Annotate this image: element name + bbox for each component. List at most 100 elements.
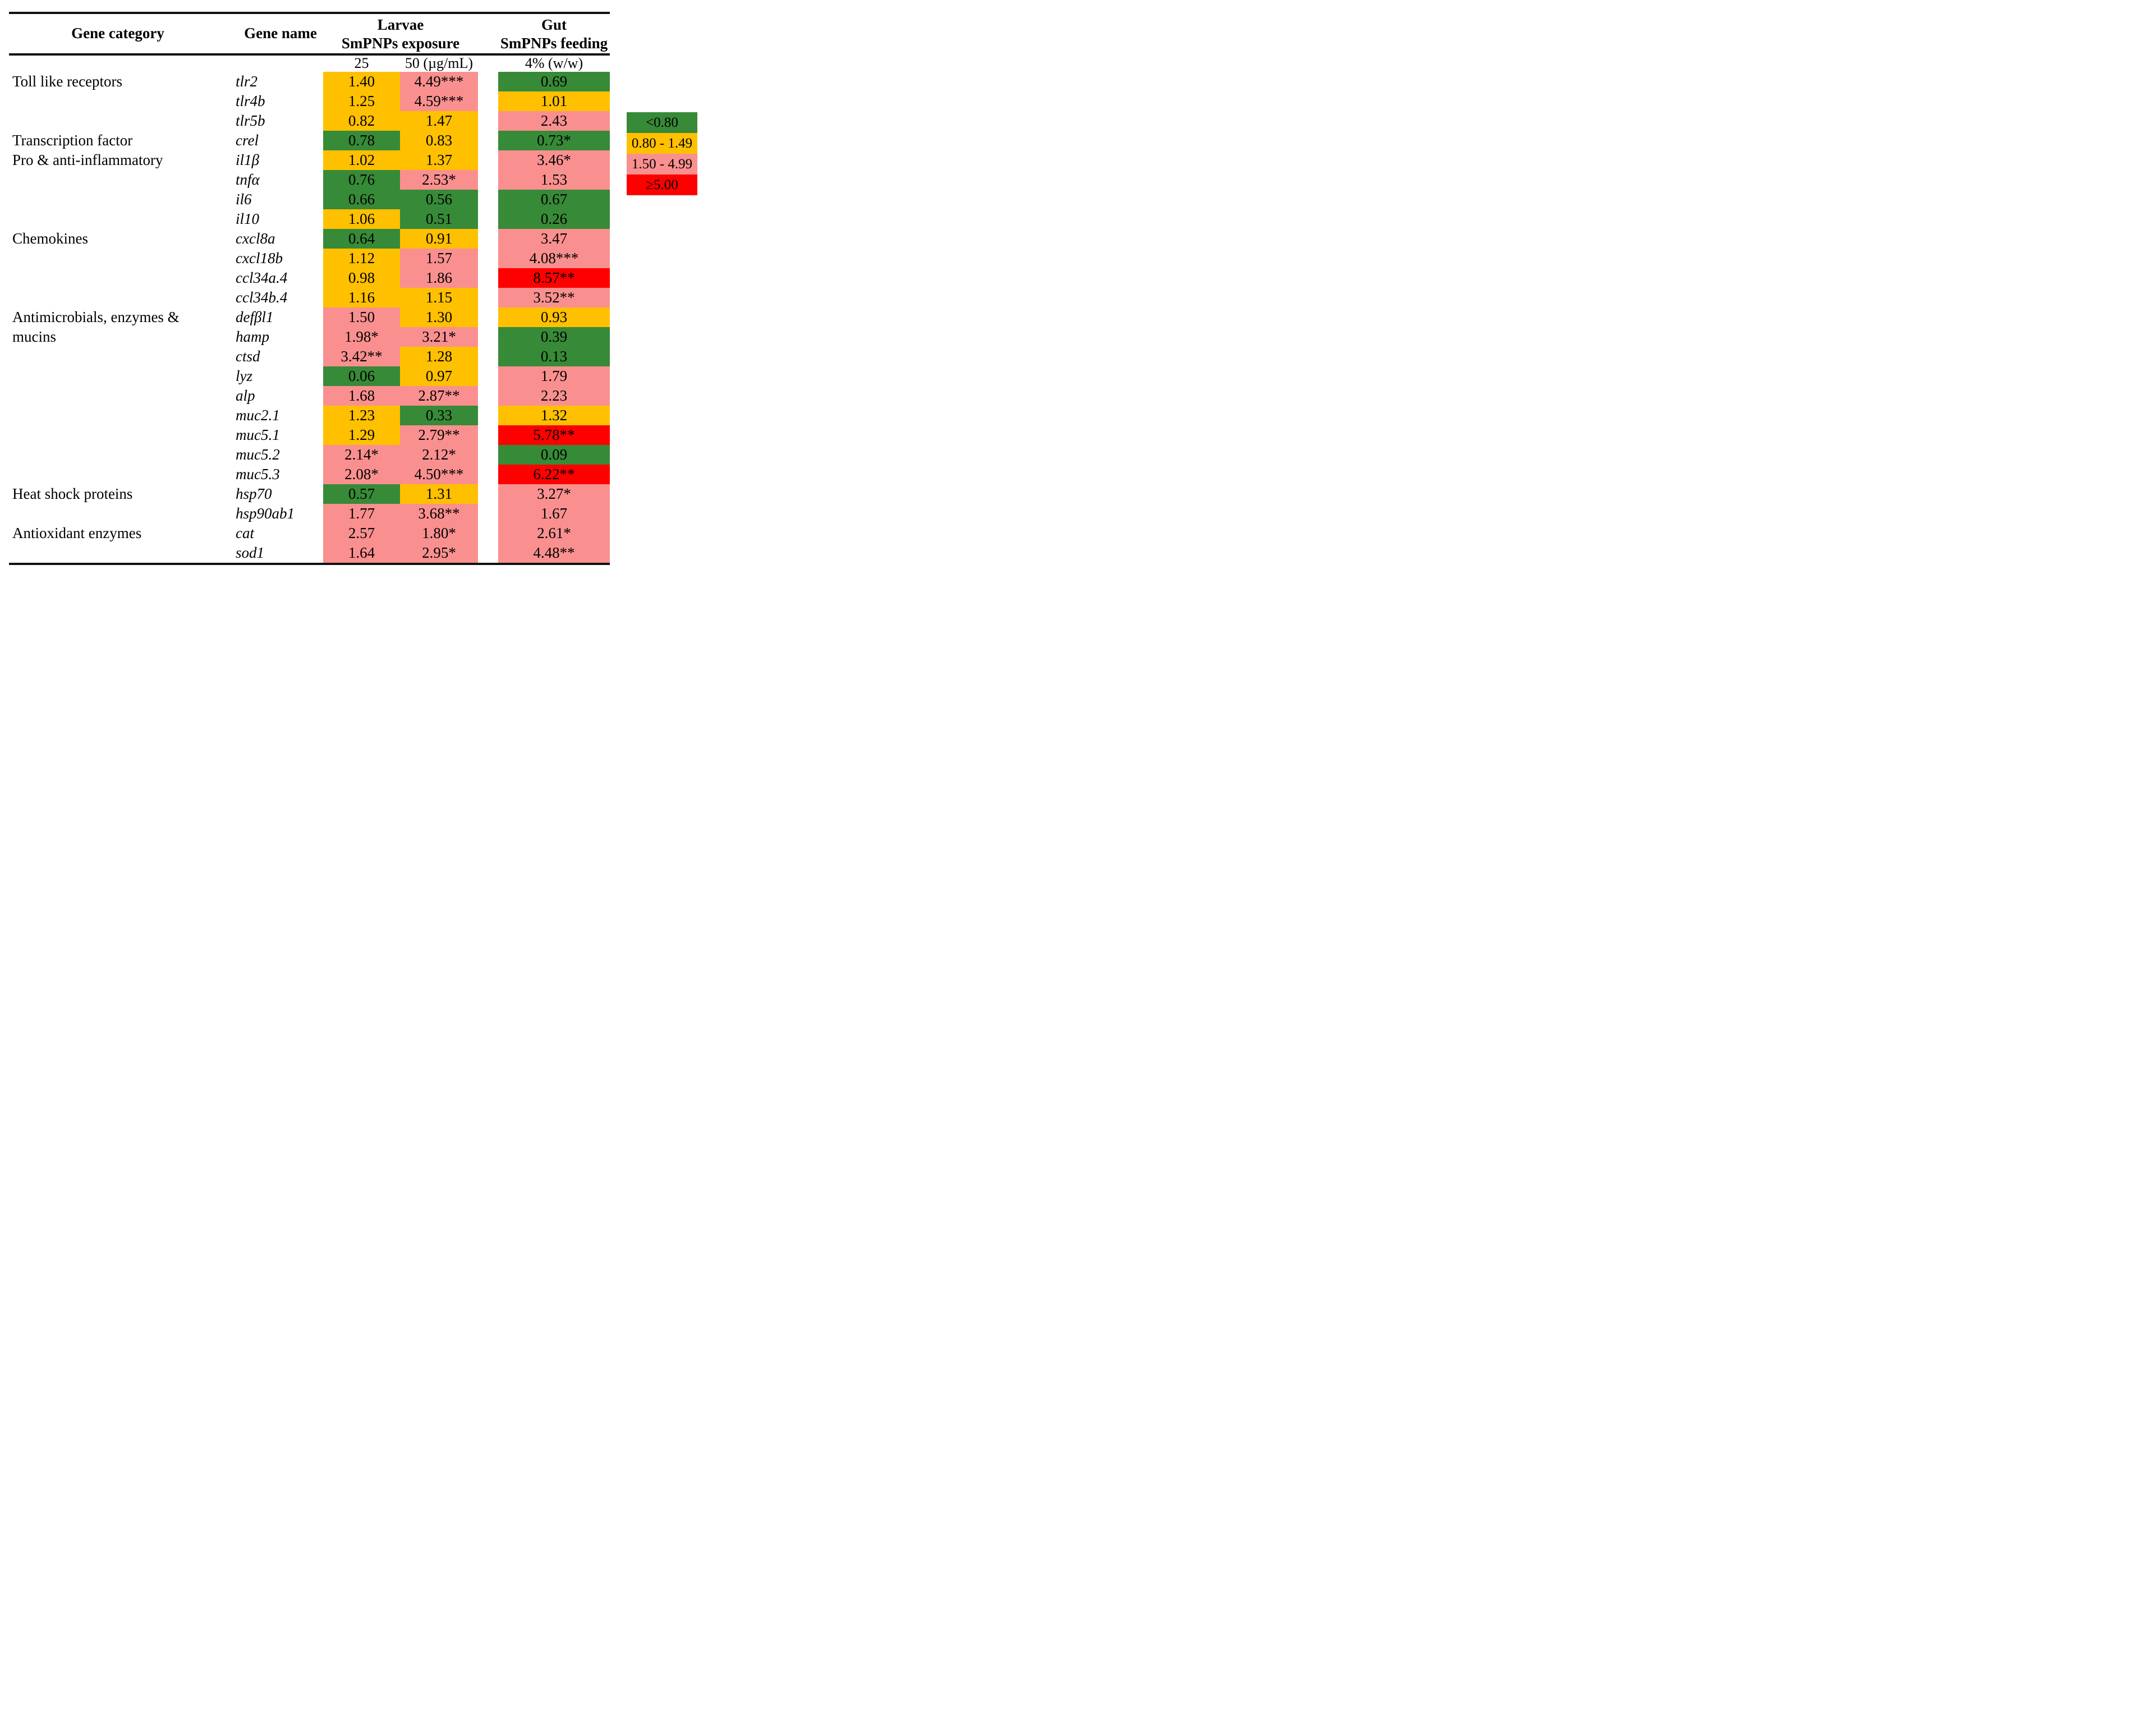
gene-name-cell: tlr4b — [236, 93, 265, 109]
header-gut-line2: SmPNPs feeding — [500, 34, 608, 52]
larvae-50-value-cell: 0.56 — [400, 190, 478, 209]
larvae-25-value-cell: 1.50 — [323, 307, 400, 327]
legend-item: 1.50 - 4.99 — [627, 154, 697, 174]
table-row: ccl34b.4 1.16 1.15 3.52** — [0, 288, 719, 307]
larvae-50-value-cell: 4.49*** — [400, 72, 478, 91]
larvae-50-value-cell: 1.80* — [400, 523, 478, 543]
table-row: Pro & anti-inflammatory il1β 1.02 1.37 3… — [0, 150, 719, 170]
gene-name-cell: tlr2 — [236, 73, 258, 90]
gut-4pct-value-cell: 6.22** — [498, 465, 610, 484]
gene-category-cell — [9, 288, 208, 307]
larvae-50-value-cell: 0.83 — [400, 131, 478, 150]
table-row: tlr4b 1.25 4.59*** 1.01 — [0, 91, 719, 111]
header-group-larvae: Larvae SmPNPs exposure — [323, 16, 478, 52]
gene-category-cell — [9, 347, 208, 366]
header-gene-category: Gene category — [71, 25, 164, 42]
gene-category-cell — [9, 465, 208, 484]
gut-4pct-value-cell: 0.93 — [498, 307, 610, 327]
gene-category-cell: Pro & anti-inflammatory — [12, 151, 163, 168]
table-row: il6 0.66 0.56 0.67 — [0, 190, 719, 209]
gene-expression-heatmap-table: Gene category Gene name Larvae SmPNPs ex… — [0, 0, 719, 576]
gene-category-cell: Toll like receptors — [12, 73, 123, 90]
gut-4pct-value-cell: 0.69 — [498, 72, 610, 91]
gene-category-cell — [9, 249, 208, 268]
table-row: alp 1.68 2.87** 2.23 — [0, 386, 719, 406]
header-gut-line1: Gut — [541, 16, 567, 33]
table-row: ccl34a.4 0.98 1.86 8.57** — [0, 268, 719, 288]
larvae-50-value-cell: 2.95* — [400, 543, 478, 563]
gene-category-cell — [9, 366, 208, 386]
larvae-25-value-cell: 1.23 — [323, 406, 400, 425]
gene-name-cell: hamp — [236, 328, 269, 345]
header-larvae-line1: Larvae — [377, 16, 424, 33]
larvae-25-value-cell: 2.57 — [323, 523, 400, 543]
gene-name-cell: ctsd — [236, 348, 260, 365]
gene-category-cell — [9, 170, 208, 190]
gene-name-cell: sod1 — [236, 544, 265, 561]
table-row: muc2.1 1.23 0.33 1.32 — [0, 406, 719, 425]
larvae-25-value-cell: 0.98 — [323, 268, 400, 288]
larvae-50-value-cell: 1.86 — [400, 268, 478, 288]
gene-name-cell: muc5.1 — [236, 426, 280, 443]
larvae-50-value-cell: 2.53* — [400, 170, 478, 190]
gut-4pct-value-cell: 4.08*** — [498, 249, 610, 268]
gene-name-cell: tnfα — [236, 171, 260, 188]
table-row: muc5.1 1.29 2.79** 5.78** — [0, 425, 719, 445]
legend-item: <0.80 — [627, 112, 697, 133]
gut-4pct-value-cell: 1.53 — [498, 170, 610, 190]
gene-name-cell: defβl1 — [236, 309, 274, 325]
legend-item: 0.80 - 1.49 — [627, 133, 697, 154]
table-row: lyz 0.06 0.97 1.79 — [0, 366, 719, 386]
subheader-dose-gut: 4% (w/w) — [525, 55, 583, 71]
gut-4pct-value-cell: 5.78** — [498, 425, 610, 445]
gene-category-cell — [9, 386, 208, 406]
gene-name-cell: ccl34a.4 — [236, 269, 288, 286]
gene-name-cell: il6 — [236, 191, 252, 208]
larvae-25-value-cell: 1.77 — [323, 504, 400, 523]
gut-4pct-value-cell: 1.79 — [498, 366, 610, 386]
larvae-50-value-cell: 1.37 — [400, 150, 478, 170]
gene-name-cell: crel — [236, 132, 259, 149]
table-rows: Toll like receptors tlr2 1.40 4.49*** 0.… — [0, 72, 719, 563]
gut-4pct-value-cell: 4.48** — [498, 543, 610, 563]
table-row: hsp90ab1 1.77 3.68** 1.67 — [0, 504, 719, 523]
table-bottom-rule — [9, 563, 610, 565]
header-larvae-line2: SmPNPs exposure — [341, 34, 460, 52]
gene-category-cell: Transcription factor — [12, 132, 133, 149]
larvae-50-value-cell: 0.91 — [400, 229, 478, 249]
gene-category-cell: Heat shock proteins — [12, 485, 133, 502]
gene-name-cell: muc5.2 — [236, 446, 280, 463]
gut-4pct-value-cell: 3.47 — [498, 229, 610, 249]
larvae-25-value-cell: 1.16 — [323, 288, 400, 307]
gene-category-cell: Antioxidant enzymes — [12, 525, 142, 541]
gene-name-cell: ccl34b.4 — [236, 289, 288, 306]
larvae-50-value-cell: 1.15 — [400, 288, 478, 307]
gene-category-cell — [9, 406, 208, 425]
larvae-25-value-cell: 2.08* — [323, 465, 400, 484]
larvae-25-value-cell: 1.40 — [323, 72, 400, 91]
gut-4pct-value-cell: 1.32 — [498, 406, 610, 425]
larvae-50-value-cell: 1.47 — [400, 111, 478, 131]
gene-name-cell: hsp90ab1 — [236, 505, 295, 522]
gut-4pct-value-cell: 1.01 — [498, 91, 610, 111]
table-row: tnfα 0.76 2.53* 1.53 — [0, 170, 719, 190]
larvae-25-value-cell: 1.25 — [323, 91, 400, 111]
larvae-25-value-cell: 0.57 — [323, 484, 400, 504]
larvae-50-value-cell: 1.28 — [400, 347, 478, 366]
larvae-50-value-cell: 3.68** — [400, 504, 478, 523]
gene-name-cell: il1β — [236, 151, 259, 168]
table-row: Heat shock proteins hsp70 0.57 1.31 3.27… — [0, 484, 719, 504]
gene-category-cell — [9, 445, 208, 465]
gut-4pct-value-cell: 2.23 — [498, 386, 610, 406]
larvae-50-value-cell: 1.31 — [400, 484, 478, 504]
table-row: il10 1.06 0.51 0.26 — [0, 209, 719, 229]
gene-category-cell: Chemokines — [12, 230, 88, 247]
gut-4pct-value-cell: 3.46* — [498, 150, 610, 170]
gene-name-cell: il10 — [236, 210, 260, 227]
gene-name-cell: muc2.1 — [236, 407, 280, 424]
larvae-25-value-cell: 0.64 — [323, 229, 400, 249]
larvae-50-value-cell: 3.21* — [400, 327, 478, 347]
larvae-25-value-cell: 1.12 — [323, 249, 400, 268]
larvae-50-value-cell: 2.87** — [400, 386, 478, 406]
larvae-50-value-cell: 0.97 — [400, 366, 478, 386]
